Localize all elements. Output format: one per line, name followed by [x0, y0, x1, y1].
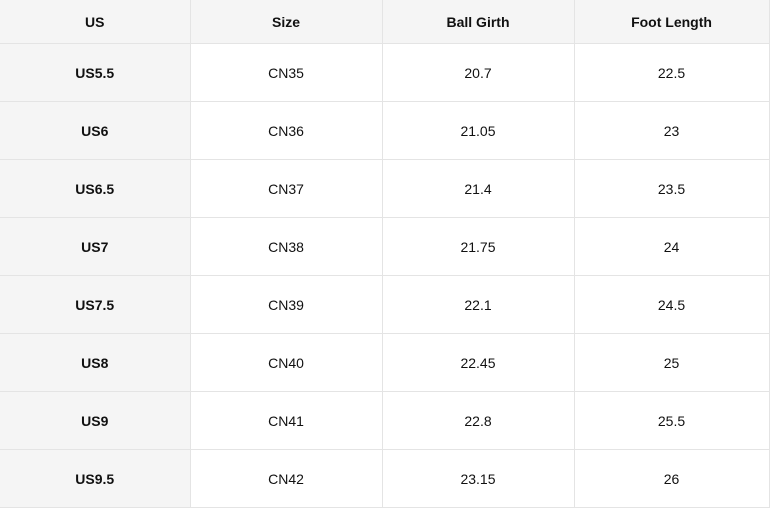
header-size: Size [189, 0, 383, 44]
table-row: US5.5 CN35 20.7 22.5 [0, 43, 770, 102]
cell-size: CN37 [189, 159, 383, 218]
table-row: US7 CN38 21.75 24 [0, 217, 770, 276]
table-row: US9.5 CN42 23.15 26 [0, 449, 770, 508]
cell-foot-length: 24.5 [573, 275, 770, 334]
cell-us: US8 [0, 333, 191, 392]
cell-ball-girth: 21.4 [381, 159, 575, 218]
cell-us: US6.5 [0, 159, 191, 218]
table-row: US6.5 CN37 21.4 23.5 [0, 159, 770, 218]
cell-foot-length: 23 [573, 101, 770, 160]
cell-size: CN42 [189, 449, 383, 508]
cell-ball-girth: 23.15 [381, 449, 575, 508]
cell-us: US5.5 [0, 43, 191, 102]
cell-ball-girth: 22.8 [381, 391, 575, 450]
cell-ball-girth: 22.45 [381, 333, 575, 392]
cell-us: US9 [0, 391, 191, 450]
cell-size: CN39 [189, 275, 383, 334]
cell-us: US7 [0, 217, 191, 276]
table-row: US9 CN41 22.8 25.5 [0, 391, 770, 450]
cell-foot-length: 24 [573, 217, 770, 276]
header-foot-length: Foot Length [573, 0, 770, 44]
cell-us: US6 [0, 101, 191, 160]
cell-size: CN40 [189, 333, 383, 392]
table-row: US7.5 CN39 22.1 24.5 [0, 275, 770, 334]
table-row: US6 CN36 21.05 23 [0, 101, 770, 160]
cell-size: CN38 [189, 217, 383, 276]
cell-ball-girth: 21.75 [381, 217, 575, 276]
header-ball-girth: Ball Girth [381, 0, 575, 44]
cell-foot-length: 23.5 [573, 159, 770, 218]
cell-us: US7.5 [0, 275, 191, 334]
cell-size: CN36 [189, 101, 383, 160]
cell-foot-length: 25.5 [573, 391, 770, 450]
cell-size: CN41 [189, 391, 383, 450]
cell-foot-length: 22.5 [573, 43, 770, 102]
cell-ball-girth: 21.05 [381, 101, 575, 160]
cell-ball-girth: 20.7 [381, 43, 575, 102]
cell-foot-length: 25 [573, 333, 770, 392]
cell-us: US9.5 [0, 449, 191, 508]
cell-size: CN35 [189, 43, 383, 102]
header-row: US Size Ball Girth Foot Length [0, 0, 770, 44]
cell-foot-length: 26 [573, 449, 770, 508]
table-row: US8 CN40 22.45 25 [0, 333, 770, 392]
cell-ball-girth: 22.1 [381, 275, 575, 334]
header-us: US [0, 0, 191, 44]
